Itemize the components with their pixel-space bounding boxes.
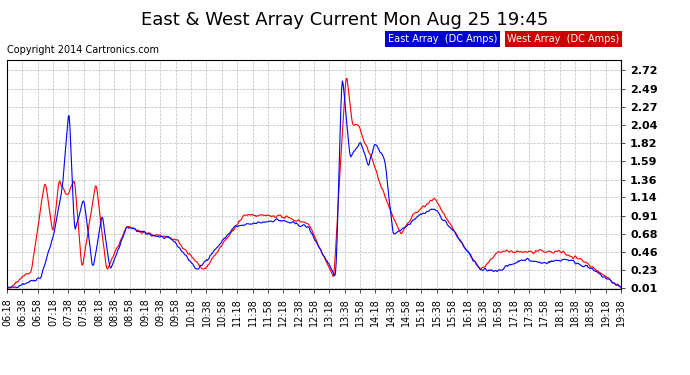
Text: East Array  (DC Amps): East Array (DC Amps) (388, 34, 497, 44)
Text: Copyright 2014 Cartronics.com: Copyright 2014 Cartronics.com (7, 45, 159, 55)
Text: East & West Array Current Mon Aug 25 19:45: East & West Array Current Mon Aug 25 19:… (141, 11, 549, 29)
Text: West Array  (DC Amps): West Array (DC Amps) (507, 34, 620, 44)
